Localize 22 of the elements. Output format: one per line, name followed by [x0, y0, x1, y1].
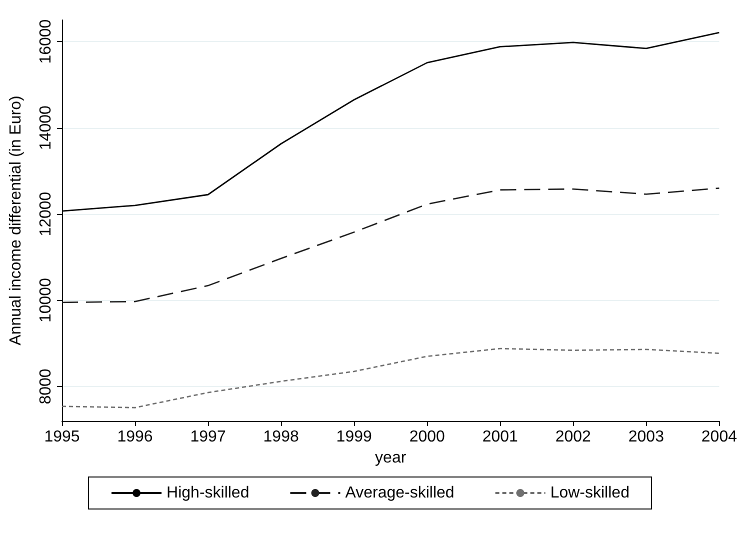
x-tick-label: 1995	[44, 428, 80, 446]
legend-label: Average-skilled	[345, 484, 454, 502]
x-tick-label: 1997	[190, 428, 226, 446]
x-tick-label: 1999	[336, 428, 372, 446]
x-tick-label: 2001	[482, 428, 518, 446]
y-tick-label: 16000	[38, 19, 54, 64]
line-series	[61, 348, 720, 408]
line-series	[61, 187, 720, 304]
legend-label: Low-skilled	[550, 484, 630, 502]
x-tick-label: 2002	[555, 428, 592, 446]
x-axis-title: year	[375, 449, 407, 466]
y-tick-label: 14000	[38, 105, 54, 150]
y-tick-label: 8000	[38, 368, 54, 404]
x-tick-label: 2000	[409, 428, 446, 446]
x-tick-label: 2003	[628, 428, 664, 446]
y-tick-label: 12000	[38, 192, 54, 236]
x-tick-label: 1998	[263, 428, 299, 446]
y-axis-title: Annual income differential (in Euro)	[8, 96, 24, 346]
x-tick-label: 2004	[701, 428, 738, 446]
legend-label: High-skilled	[166, 484, 250, 502]
y-tick-label: 10000	[38, 278, 54, 323]
x-tick-label: 1996	[117, 428, 153, 446]
